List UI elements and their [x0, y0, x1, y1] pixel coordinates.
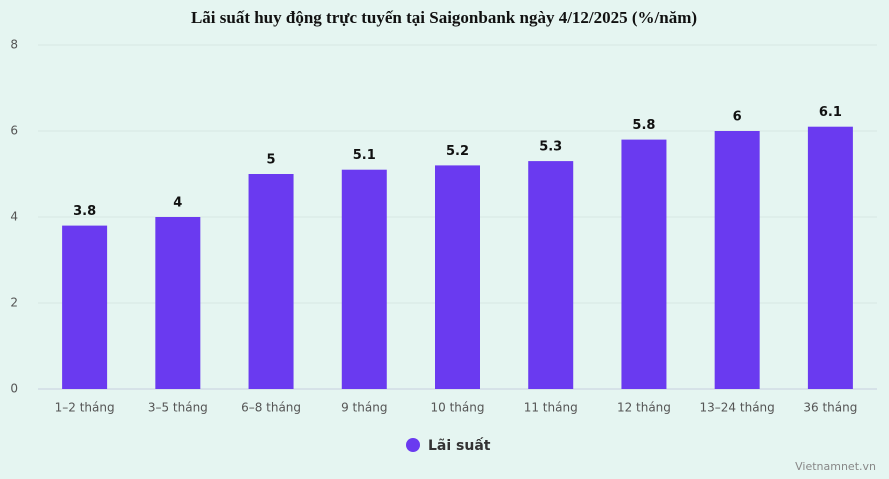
bar	[528, 161, 574, 389]
y-tick-label: 4	[10, 210, 18, 224]
value-label: 5	[267, 153, 276, 168]
bar	[621, 139, 667, 389]
bar	[62, 225, 108, 389]
x-tick-label: 11 tháng	[524, 401, 578, 415]
value-label: 3.8	[73, 204, 96, 219]
x-tick-label: 1–2 tháng	[55, 401, 115, 415]
y-tick-label: 2	[10, 296, 18, 310]
x-tick-label: 3–5 tháng	[148, 401, 208, 415]
value-label: 6	[733, 110, 742, 125]
bar	[341, 169, 387, 389]
bar	[155, 217, 201, 389]
value-label: 4	[173, 196, 182, 211]
x-tick-label: 10 tháng	[431, 401, 485, 415]
source: Vietnamnet.vn	[795, 460, 876, 473]
bar	[248, 174, 294, 389]
value-label: 5.3	[539, 140, 562, 155]
bar	[435, 165, 480, 389]
y-tick-label: 0	[10, 382, 18, 396]
x-tick-label: 36 tháng	[803, 401, 857, 415]
value-label: 6.1	[819, 105, 842, 120]
chart-title: Lãi suất huy động trực tuyến tại Saigonb…	[191, 8, 697, 27]
y-tick-label: 8	[10, 38, 18, 52]
value-label: 5.2	[446, 144, 469, 159]
y-tick-label: 6	[10, 124, 18, 138]
x-tick-label: 6–8 tháng	[241, 401, 301, 415]
bar	[807, 126, 853, 389]
bar	[714, 131, 760, 389]
legend-marker	[406, 438, 420, 452]
x-tick-label: 12 tháng	[617, 401, 671, 415]
x-tick-label: 13–24 tháng	[700, 401, 775, 415]
x-tick-label: 9 tháng	[341, 401, 387, 415]
legend-label: Lãi suất	[428, 437, 491, 454]
value-label: 5.1	[353, 148, 376, 163]
value-label: 5.8	[632, 118, 655, 133]
